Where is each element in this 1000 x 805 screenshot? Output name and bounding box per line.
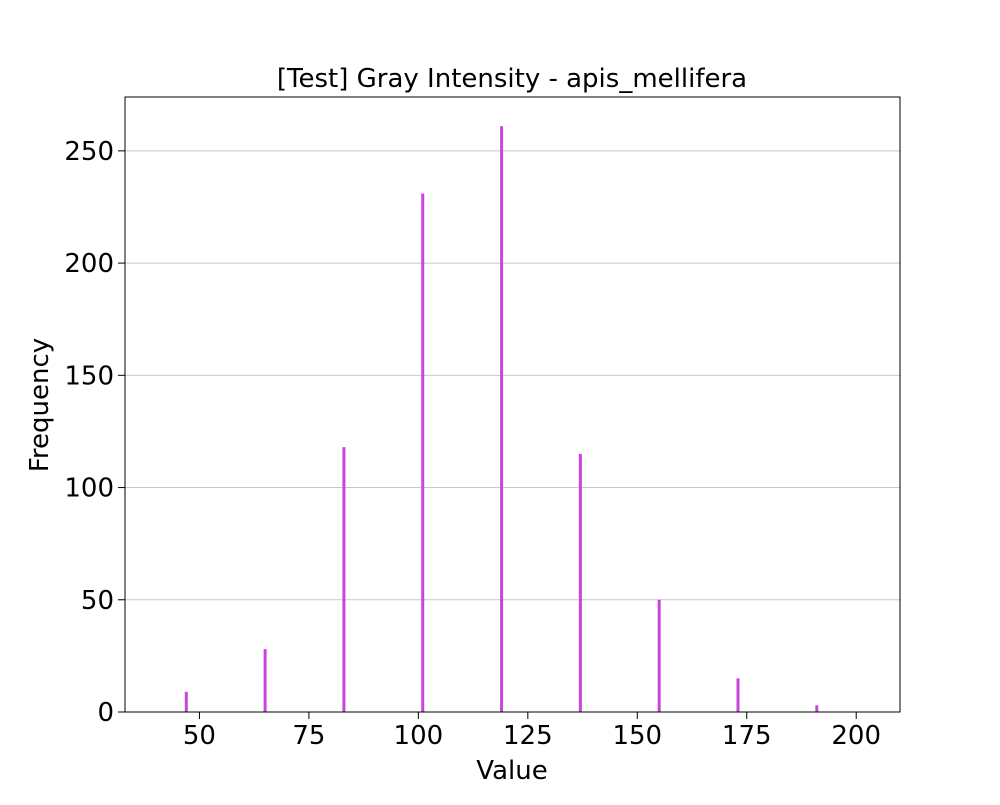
histogram-bar [657,599,661,712]
histogram-bar [421,193,425,713]
x-tick-label: 175 [722,721,772,751]
x-tick-label: 50 [183,721,216,751]
histogram-bar [736,678,740,712]
histogram-bar [578,453,582,712]
chart-title: [Test] Gray Intensity - apis_mellifera [277,64,747,94]
gridlines [125,150,900,601]
y-tick-label: 50 [81,586,114,616]
x-axis-label: Value [476,756,547,786]
y-tick-label: 200 [64,249,114,279]
x-tick-label: 150 [612,721,662,751]
histogram-bar [815,705,819,712]
y-axis-label: Frequency [25,338,55,472]
y-tick-label: 150 [64,361,114,391]
histogram-bar [500,126,504,712]
plot-frame [124,96,901,713]
y-tick-label: 0 [97,698,114,728]
x-tick-label: 125 [503,721,553,751]
y-tick-label: 100 [64,474,114,504]
x-tick-label: 100 [394,721,444,751]
histogram-bar [263,649,267,712]
x-tick-label: 75 [292,721,325,751]
histogram-bar [342,447,346,712]
histogram-bar [184,691,188,712]
x-tick-label: 200 [831,721,881,751]
bars [184,126,819,713]
y-tick-label: 250 [64,137,114,167]
axis-ticks: 0 50 100 150 200 250 50 75 100 125 150 175 200 [64,137,881,751]
